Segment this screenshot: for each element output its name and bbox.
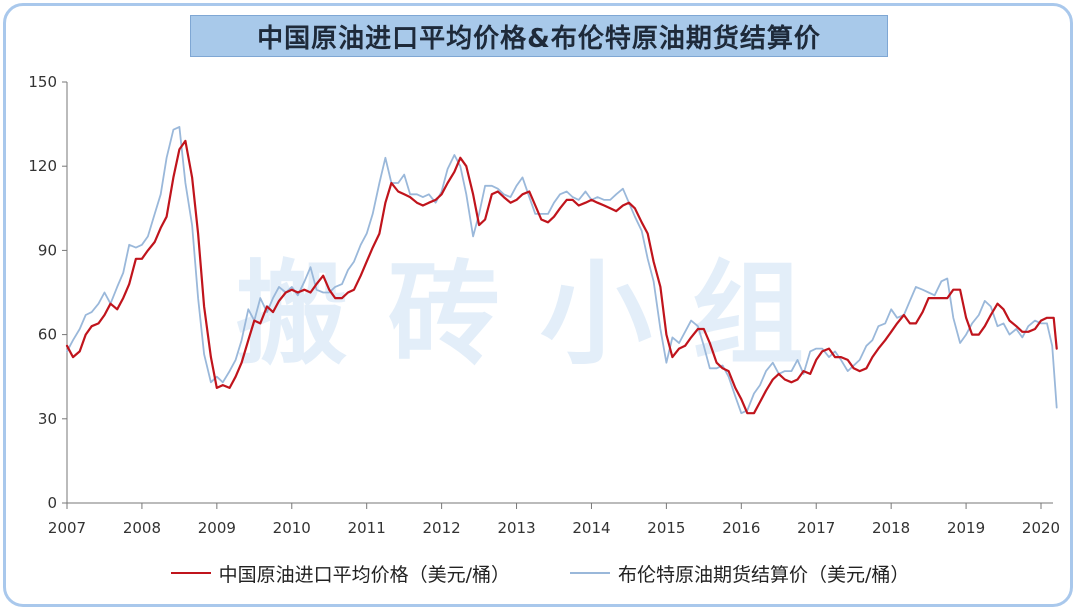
x-tick-label: 2016 (722, 519, 760, 537)
x-tick-label: 2008 (123, 519, 161, 537)
series-line-china (65, 139, 1058, 415)
legend-item-china: 中国原油进口平均价格（美元/桶） (170, 560, 510, 587)
y-tick-label: 60 (38, 326, 57, 344)
chart-title: 中国原油进口平均价格&布伦特原油期货结算价 (190, 15, 888, 57)
series-line-brent (66, 126, 1058, 415)
y-tick-label: 0 (47, 494, 57, 512)
x-tick-label: 2014 (572, 519, 610, 537)
chart-legend: 中国原油进口平均价格（美元/桶） 布伦特原油期货结算价（美元/桶） (0, 558, 1080, 588)
x-tick-label: 2013 (497, 519, 535, 537)
x-tick-label: 2020 (1022, 519, 1060, 537)
legend-swatch-china (170, 572, 211, 574)
x-tick-label: 2015 (647, 519, 685, 537)
legend-label-china: 中国原油进口平均价格（美元/桶） (218, 563, 510, 586)
y-tick-label: 30 (38, 410, 57, 428)
legend-item-brent: 布伦特原油期货结算价（美元/桶） (570, 560, 909, 587)
x-tick-label: 2009 (198, 519, 236, 537)
x-tick-label: 2010 (273, 519, 311, 537)
series-layer (65, 126, 1058, 415)
y-tick-label: 90 (38, 241, 57, 259)
y-tick-label: 120 (28, 157, 57, 175)
legend-label-brent: 布伦特原油期货结算价（美元/桶） (618, 563, 910, 586)
x-tick-label: 2011 (348, 519, 386, 537)
x-tick-label: 2012 (423, 519, 461, 537)
legend-swatch-brent (570, 572, 610, 574)
x-tick-label: 2019 (947, 519, 985, 537)
y-tick-label: 150 (28, 73, 57, 91)
chart-axes: 0 30 60 90 120 150 2007 2008 2009 2010 2011 2012 201… (28, 73, 1060, 537)
chart-frame (3, 3, 1073, 607)
x-tick-label: 2017 (797, 519, 835, 537)
x-tick-label: 2018 (872, 519, 910, 537)
x-tick-label: 2007 (48, 519, 86, 537)
